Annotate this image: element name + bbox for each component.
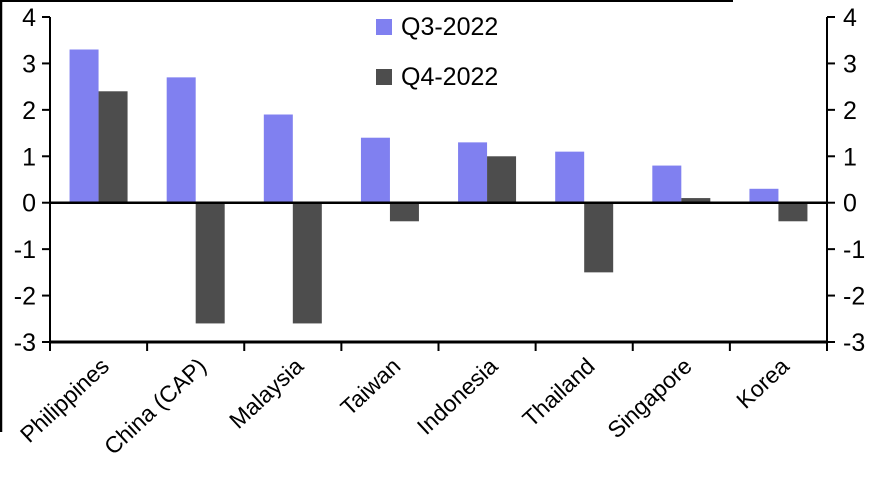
bar-Q3-2022-Malaysia xyxy=(263,114,293,203)
bar-Q4-2022-Taiwan xyxy=(389,202,419,222)
x-category-label: Indonesia xyxy=(412,353,503,440)
x-category-label: Malaysia xyxy=(224,353,308,434)
bar-Q4-2022-Korea xyxy=(778,202,808,222)
bar-Q3-2022-Indonesia xyxy=(458,142,488,203)
y-axis-label-left: -1 xyxy=(14,236,36,264)
y-axis-label-right: 2 xyxy=(843,97,857,125)
bar-Q3-2022-Singapore xyxy=(652,165,682,203)
chart-legend: Q3-2022 Q4-2022 xyxy=(376,12,498,92)
x-category-label: Taiwan xyxy=(335,353,405,421)
legend-item-q3: Q3-2022 xyxy=(376,12,498,42)
y-axis-label-right: 3 xyxy=(843,50,857,78)
legend-label-q4: Q4-2022 xyxy=(401,62,499,91)
y-axis-label-right: -3 xyxy=(843,329,865,357)
y-axis-label-right: -2 xyxy=(843,283,865,311)
x-category-label: Singapore xyxy=(602,353,696,444)
bar-Q4-2022-Malaysia xyxy=(292,202,322,324)
y-axis-label-left: -3 xyxy=(14,329,36,357)
y-axis-label-left: 4 xyxy=(22,4,36,32)
legend-swatch-q3-icon xyxy=(376,19,392,35)
x-category-label: Philippines xyxy=(15,353,114,448)
y-axis-label-left: 1 xyxy=(22,143,36,171)
bar-Q3-2022-China (CAP) xyxy=(166,77,196,203)
x-category-label: Thailand xyxy=(517,353,599,432)
x-category-label: China (CAP) xyxy=(99,353,211,460)
y-axis-label-left: 0 xyxy=(22,190,36,218)
y-axis-label-right: 0 xyxy=(843,190,857,218)
bar-Q4-2022-Thailand xyxy=(584,202,614,273)
bar-Q4-2022-Indonesia xyxy=(487,156,517,203)
bar-Q3-2022-Taiwan xyxy=(360,137,390,203)
bar-Q3-2022-Korea xyxy=(749,188,779,203)
legend-swatch-q4-icon xyxy=(376,69,392,85)
legend-label-q3: Q3-2022 xyxy=(401,12,499,41)
bar-Q4-2022-China (CAP) xyxy=(195,202,225,324)
legend-item-q4: Q4-2022 xyxy=(376,62,498,92)
y-axis-label-right: 1 xyxy=(843,143,857,171)
y-axis-label-left: -2 xyxy=(14,283,36,311)
y-axis-label-right: -1 xyxy=(843,236,865,264)
bar-Q3-2022-Thailand xyxy=(555,151,585,203)
x-category-label: Korea xyxy=(731,352,794,413)
bar-Q3-2022-Philippines xyxy=(69,49,99,203)
y-axis-label-right: 4 xyxy=(843,4,857,32)
y-axis-label-left: 2 xyxy=(22,97,36,125)
bar-Q4-2022-Philippines xyxy=(98,91,128,203)
y-axis-label-left: 3 xyxy=(22,50,36,78)
bar-Q4-2022-Singapore xyxy=(681,198,711,203)
